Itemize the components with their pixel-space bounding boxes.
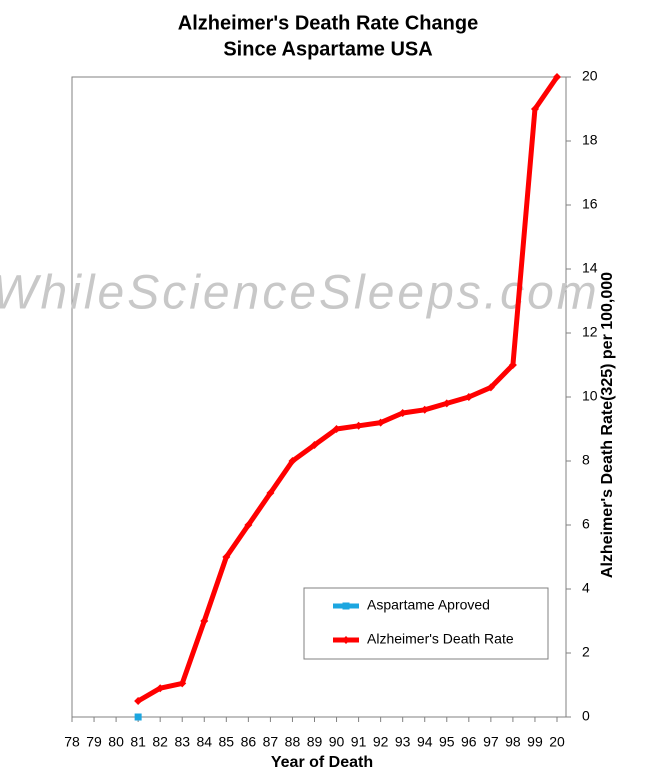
point — [310, 441, 319, 449]
y-axis-label: Alzheimer's Death Rate(325) per 100,000 — [599, 272, 616, 578]
chart-title: Since Aspartame USA — [223, 38, 432, 60]
watermark: WhileScienceSleeps.com — [0, 267, 600, 320]
x-tick-label: 99 — [527, 734, 543, 750]
x-tick-label: 87 — [263, 734, 279, 750]
y-tick-label: 8 — [582, 452, 590, 468]
point — [486, 383, 495, 392]
y-tick-label: 20 — [582, 68, 598, 84]
y-tick-label: 0 — [582, 708, 590, 724]
point — [200, 617, 209, 625]
x-tick-label: 86 — [241, 734, 257, 750]
y-tick-label: 18 — [582, 132, 598, 148]
x-tick-label: 79 — [86, 734, 102, 750]
point — [178, 679, 187, 688]
y-tick-label: 16 — [582, 196, 598, 212]
x-tick-label: 83 — [174, 734, 190, 750]
point — [266, 489, 275, 497]
x-tick-label: 82 — [152, 734, 168, 750]
point — [156, 684, 165, 693]
chart-title: Alzheimer's Death Rate Change — [178, 12, 478, 34]
x-tick-label: 80 — [108, 734, 124, 750]
legend-label: Aspartame Aproved — [367, 597, 490, 613]
x-tick-label: 92 — [373, 734, 389, 750]
point — [332, 425, 341, 433]
x-tick-label: 78 — [64, 734, 80, 750]
point — [244, 521, 253, 529]
point — [530, 105, 539, 113]
point — [420, 405, 429, 414]
x-tick-label: 20 — [549, 734, 565, 750]
legend — [303, 587, 549, 660]
point — [134, 697, 143, 705]
point — [398, 409, 407, 417]
point — [354, 421, 363, 430]
x-tick-label: 95 — [439, 734, 455, 750]
y-tick-label: 2 — [582, 644, 590, 660]
x-tick-label: 84 — [196, 734, 212, 750]
x-tick-label: 89 — [307, 734, 323, 750]
x-tick-label: 94 — [417, 734, 433, 750]
x-tick-label: 81 — [130, 734, 146, 750]
x-tick-label: 90 — [329, 734, 345, 750]
legend-marker — [342, 636, 350, 644]
point — [508, 361, 517, 369]
legend-label: Alzheimer's Death Rate — [367, 631, 514, 647]
x-tick-label: 98 — [505, 734, 521, 750]
point — [464, 393, 473, 401]
point — [442, 399, 451, 408]
y-tick-label: 4 — [582, 580, 590, 596]
x-tick-label: 91 — [351, 734, 367, 750]
point — [288, 457, 297, 465]
series-line — [136, 75, 560, 704]
point — [222, 553, 231, 561]
point — [553, 73, 561, 81]
x-tick-label: 97 — [483, 734, 499, 750]
x-axis-label: Year of Death — [271, 754, 373, 771]
point — [376, 418, 385, 427]
y-tick-label: 14 — [582, 260, 598, 276]
point — [134, 713, 142, 721]
x-tick-label: 88 — [285, 734, 301, 750]
x-tick-label: 93 — [395, 734, 411, 750]
legend-marker — [342, 602, 350, 610]
y-tick-label: 6 — [582, 516, 590, 532]
x-tick-label: 96 — [461, 734, 477, 750]
x-tick-label: 85 — [219, 734, 235, 750]
y-tick-label: 12 — [582, 324, 598, 340]
y-tick-label: 10 — [582, 388, 598, 404]
